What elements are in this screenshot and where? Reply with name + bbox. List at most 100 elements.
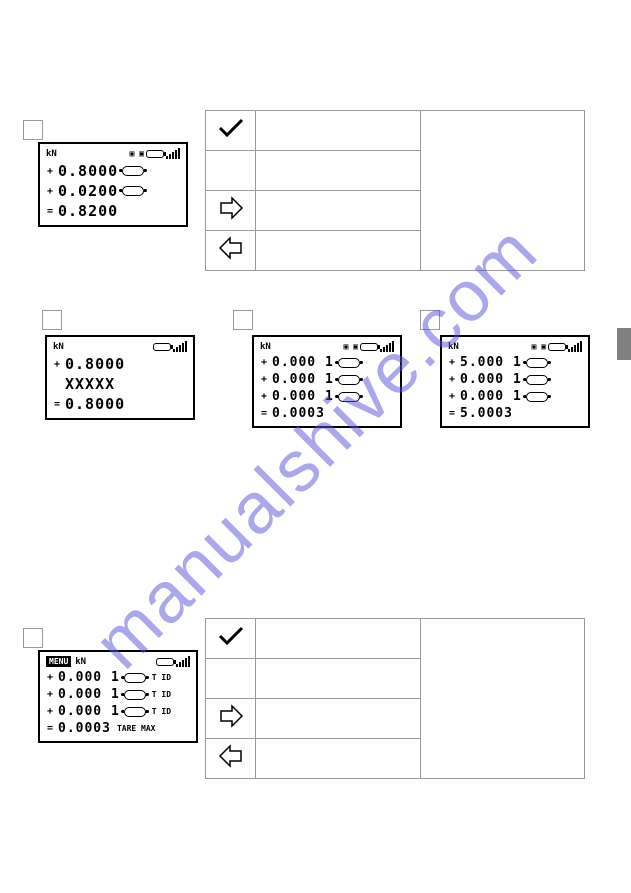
checkbox-4[interactable] bbox=[420, 310, 440, 330]
unit-label: kN bbox=[46, 149, 57, 159]
row-sign: + bbox=[448, 357, 456, 368]
signal-icon bbox=[176, 656, 190, 667]
page-tab bbox=[617, 328, 631, 360]
row-value: 0.000 1 bbox=[272, 355, 334, 370]
checkbox-2[interactable] bbox=[42, 310, 62, 330]
empty-cell bbox=[206, 659, 256, 699]
row-sign: + bbox=[53, 359, 61, 370]
signal-icon bbox=[166, 148, 180, 159]
sensor-icon bbox=[526, 392, 548, 402]
lcd-panel-1: kN ▣ ▣ +0.8000 +0.0200 = 0.8200 bbox=[38, 142, 188, 227]
row-sign: + bbox=[260, 391, 268, 402]
row-sign: + bbox=[46, 186, 54, 197]
row-value: 5.000 1 bbox=[460, 355, 522, 370]
status-icons: ▣ ▣ bbox=[344, 341, 394, 352]
row-sign: + bbox=[46, 166, 54, 177]
status-icons: ▣ ▣ bbox=[532, 341, 582, 352]
key-desc bbox=[256, 659, 421, 699]
section-2a bbox=[42, 310, 62, 335]
key-desc bbox=[256, 151, 421, 191]
empty-cell bbox=[206, 151, 256, 191]
row-value: 0.8000 bbox=[65, 395, 125, 413]
signal-icon bbox=[173, 341, 187, 352]
row-sign: + bbox=[448, 374, 456, 385]
row-suffix: T ID bbox=[152, 690, 171, 699]
menu-label: MENU bbox=[46, 656, 71, 667]
row-sign: + bbox=[46, 672, 54, 683]
row-value: 0.000 1 bbox=[460, 372, 522, 387]
row-suffix: T ID bbox=[152, 673, 171, 682]
lcd-panel-2: kN +0.8000 XXXXX =0.8000 bbox=[45, 335, 195, 420]
key-table-2 bbox=[205, 618, 585, 779]
row-value: 0.8200 bbox=[58, 202, 118, 220]
sensor-icon bbox=[124, 690, 146, 700]
row-sign: + bbox=[260, 357, 268, 368]
battery-icon bbox=[146, 150, 164, 158]
checkbox-5[interactable] bbox=[23, 628, 43, 648]
section-2c bbox=[420, 310, 440, 335]
sensor-icon bbox=[124, 673, 146, 683]
signal-icon bbox=[380, 341, 394, 352]
sensor-icon bbox=[338, 358, 360, 368]
row-value: 0.000 1 bbox=[58, 670, 120, 685]
unit-label: kN bbox=[448, 342, 459, 352]
unit-label: kN bbox=[53, 342, 64, 352]
battery-icon bbox=[156, 658, 174, 666]
check-icon bbox=[217, 117, 245, 139]
row-value: 0.0003 bbox=[58, 721, 111, 736]
row-value: 0.000 1 bbox=[272, 389, 334, 404]
status-icons bbox=[153, 341, 187, 352]
sensor-icon bbox=[122, 186, 144, 196]
lcd-panel-4: kN ▣ ▣ +5.000 1 +0.000 1 +0.000 1 =5.000… bbox=[440, 335, 590, 428]
row-sign: + bbox=[46, 689, 54, 700]
check-icon bbox=[217, 625, 245, 647]
row-value: 0.8000 bbox=[58, 162, 118, 180]
forward-arrow-icon bbox=[218, 195, 244, 221]
sensor-icon bbox=[526, 375, 548, 385]
key-desc bbox=[256, 231, 421, 271]
signal-icon bbox=[568, 341, 582, 352]
row-value: 0.000 1 bbox=[460, 389, 522, 404]
unit-label: kN bbox=[260, 342, 271, 352]
lcd-panel-5: MENU kN +0.000 1 T ID +0.000 1 T ID +0.000… bbox=[38, 650, 198, 743]
status-icons: ▣ ▣ bbox=[130, 148, 180, 159]
battery-icon bbox=[548, 343, 566, 351]
checkbox-1[interactable] bbox=[23, 120, 43, 140]
key-desc-wide bbox=[420, 111, 585, 271]
row-value: 0.8000 bbox=[65, 355, 125, 373]
battery-icon bbox=[153, 343, 171, 351]
key-desc bbox=[256, 739, 421, 779]
unit-label: kN bbox=[75, 657, 86, 667]
row-sign: = bbox=[53, 399, 61, 410]
sensor-icon bbox=[124, 707, 146, 717]
row-sign: + bbox=[448, 391, 456, 402]
checkbox-3[interactable] bbox=[233, 310, 253, 330]
sensor-icon bbox=[526, 358, 548, 368]
battery-icon bbox=[360, 343, 378, 351]
row-value: 0.000 1 bbox=[58, 687, 120, 702]
back-arrow-icon bbox=[218, 235, 244, 261]
row-value: 0.0003 bbox=[272, 406, 325, 421]
key-desc bbox=[256, 699, 421, 739]
row-sign: = bbox=[46, 206, 54, 217]
status-icons bbox=[156, 656, 190, 667]
sensor-icon bbox=[338, 375, 360, 385]
lcd-panel-3: kN ▣ ▣ +0.000 1 +0.000 1 +0.000 1 = 0.000… bbox=[252, 335, 402, 428]
key-desc bbox=[256, 111, 421, 151]
row-sign: + bbox=[260, 374, 268, 385]
row-sign: = bbox=[448, 408, 456, 419]
row-sign: + bbox=[46, 706, 54, 717]
row-value: 0.000 1 bbox=[272, 372, 334, 387]
row-value: 0.0200 bbox=[58, 182, 118, 200]
key-desc-wide bbox=[420, 619, 585, 779]
row-value: 0.000 1 bbox=[58, 704, 120, 719]
sensor-icon bbox=[122, 166, 144, 176]
forward-arrow-icon bbox=[218, 703, 244, 729]
sensor-icon bbox=[338, 392, 360, 402]
section-2b bbox=[233, 310, 253, 335]
row-suffix: T ID bbox=[152, 707, 171, 716]
key-table-1 bbox=[205, 110, 585, 271]
key-desc bbox=[256, 191, 421, 231]
row-sign: = bbox=[260, 408, 268, 419]
row-suffix: TARE MAX bbox=[117, 724, 156, 733]
